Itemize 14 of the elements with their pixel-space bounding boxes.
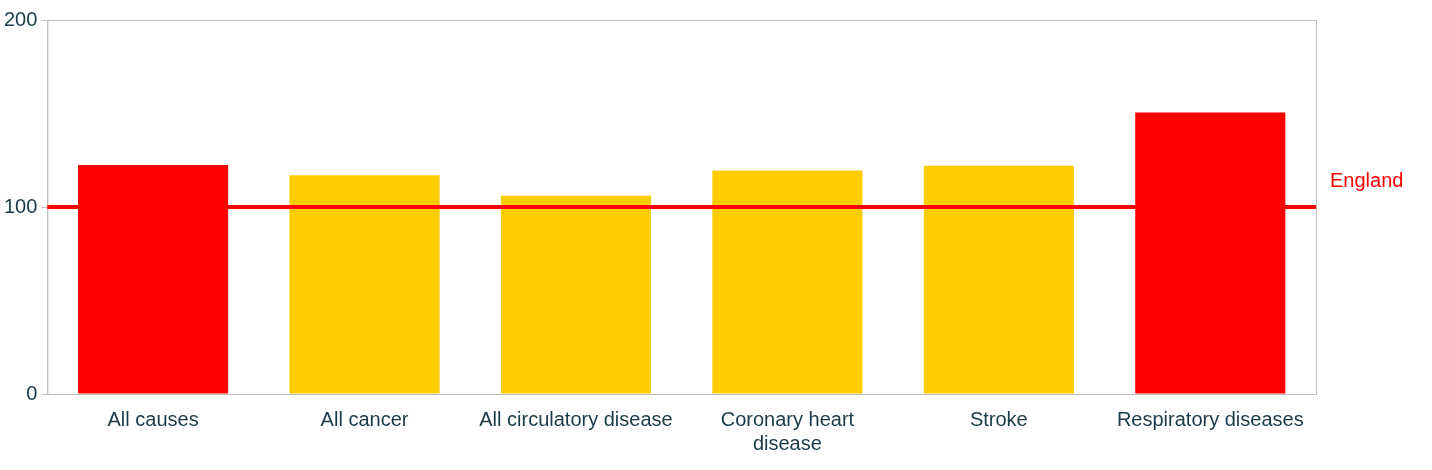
bar [500,195,652,394]
y-tick-label: 100 [3,194,38,217]
x-tick-label: Coronary heart disease [720,407,855,454]
ref-line-label: England [1330,168,1404,191]
bar [712,170,863,394]
y-tick-label: 200 [3,7,38,30]
bar [923,165,1074,394]
bar [289,175,440,394]
x-tick-label: Stroke [969,407,1028,430]
x-tick-label: All circulatory disease [479,407,673,430]
x-tick-label: All cancer [320,407,409,430]
x-tick-label: All causes [107,407,199,430]
x-tick-label: Respiratory diseases [1116,407,1304,430]
y-tick-label: 0 [26,381,38,404]
